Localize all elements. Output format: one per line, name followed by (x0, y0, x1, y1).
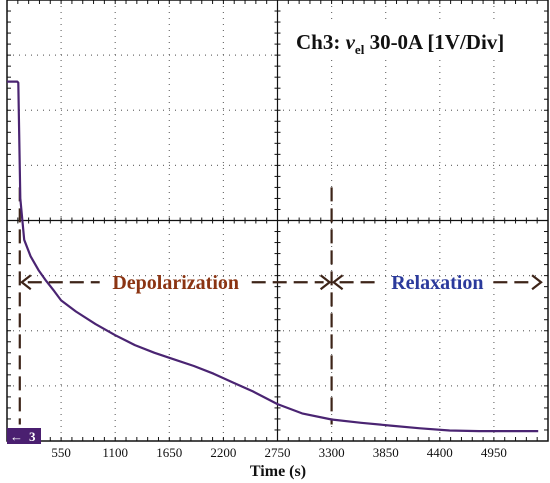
annotation-arrowhead-right (319, 274, 332, 291)
left-arrow-icon: ← (10, 429, 23, 444)
x-tick-label: 3850 (373, 445, 399, 460)
plot-frame (6, 0, 549, 442)
grid (7, 0, 548, 441)
annotation-arrowhead-left (19, 274, 32, 291)
annotation-arrowhead-right (531, 274, 543, 291)
x-tick-label: 3300 (319, 445, 345, 460)
x-tick-label: 550 (51, 445, 71, 460)
x-tick-label: 2750 (265, 445, 291, 460)
trace-line (7, 80, 539, 433)
x-tick-label: 4400 (427, 445, 453, 460)
channel-label-variable: v (346, 30, 356, 54)
annotation-relaxation: Relaxation (331, 272, 543, 294)
x-tick-label: 2200 (210, 445, 236, 460)
annotation-label: Relaxation (391, 272, 483, 294)
annotation-depolarization: Depolarization (19, 272, 332, 294)
channel-label-subscript: el (355, 42, 365, 57)
x-tick-labels: 550 1100 1650 2200 2750 3300 3850 4400 4950 (51, 445, 507, 460)
x-tick-label: 1100 (102, 445, 128, 460)
x-axis-label: Time (s) (250, 463, 306, 480)
x-tick-label: 1650 (156, 445, 182, 460)
svg-text:Ch3: vel 30-0A [1V/Div]: Ch3: vel 30-0A [1V/Div] (296, 30, 504, 57)
channel-3-marker: ← 3 (7, 428, 41, 444)
channel-label-prefix: Ch3: (296, 30, 346, 54)
phase-annotations: Depolarization Relaxation (19, 272, 543, 294)
annotation-label: Depolarization (112, 272, 239, 294)
x-tick-label: 4950 (481, 445, 507, 460)
channel-label-suffix: 30-0A [1V/Div] (364, 30, 504, 54)
annotation-arrowhead-left (331, 274, 344, 291)
channel-number: 3 (29, 429, 36, 444)
channel-label-box: Ch3: vel 30-0A [1V/Div] (283, 22, 543, 60)
phase-marker-lines (18, 187, 333, 425)
